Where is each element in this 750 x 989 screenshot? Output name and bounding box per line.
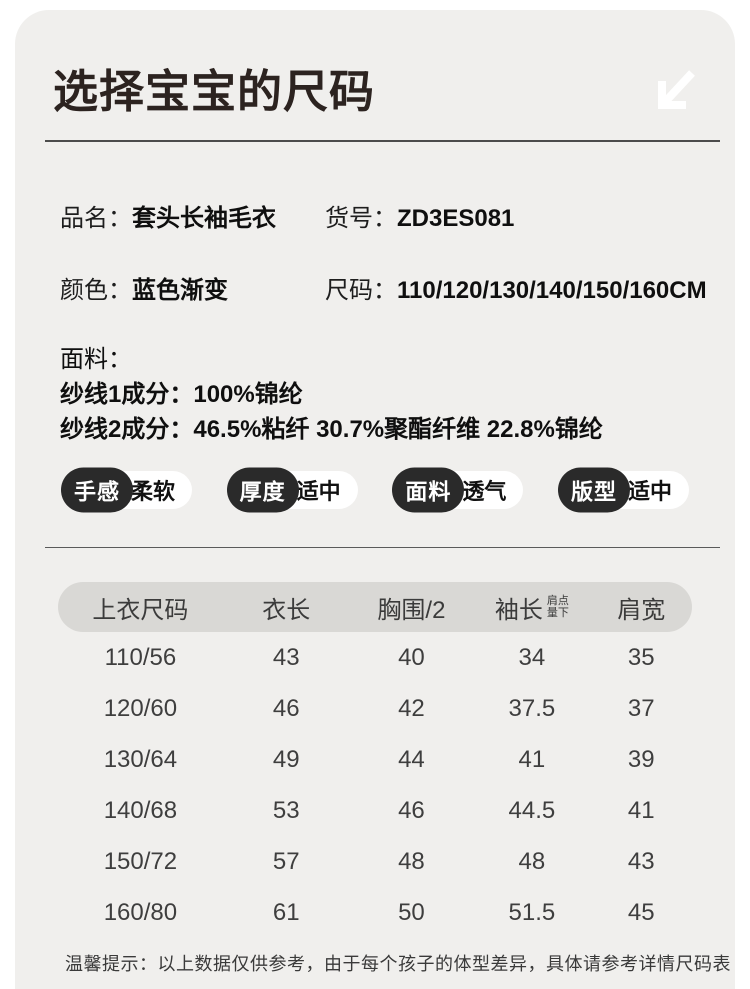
size-table-body: 110/56 43 40 34 35 120/60 46 42 37.5 37 … — [58, 632, 692, 938]
page-title: 选择宝宝的尺码 — [53, 66, 376, 117]
feature-badges: 手感 柔软 厚度 适中 面料 透气 版型 适中 — [61, 467, 689, 513]
product-sku-label: 货号： — [325, 205, 397, 232]
fabric-section: 面料： 纱线1成分：100%锦纶 纱线2成分：46.5%粘纤 30.7%聚酯纤维… — [15, 342, 735, 447]
table-row: 110/56 43 40 34 35 — [58, 632, 692, 683]
sleeve-label: 袖长 — [494, 596, 543, 624]
yarn2-value: 46.5%粘纤 30.7%聚酯纤维 22.8%锦纶 — [193, 416, 603, 443]
cell-size: 160/80 — [103, 898, 178, 926]
col-header-chest: 胸围/2 — [377, 596, 446, 624]
col-header-size: 上衣尺码 — [92, 596, 189, 624]
table-row: 140/68 53 46 44.5 41 — [58, 785, 692, 836]
cell-sleeve: 41 — [518, 745, 546, 773]
cell-length: 61 — [272, 898, 300, 926]
cell-chest: 40 — [398, 643, 425, 671]
cell-chest: 44 — [398, 745, 425, 773]
badge-hand-feel-value: 柔软 — [131, 479, 176, 504]
col-header-sleeve: 袖长 肩点 量下 — [473, 590, 590, 625]
badge-fit-tag: 版型 — [557, 467, 630, 513]
title-divider — [45, 140, 720, 142]
size-guide-card: 选择宝宝的尺码 品名：套头长袖毛衣 货号：ZD3ES081 颜色：蓝色渐变 尺码… — [15, 10, 735, 989]
table-row: 130/64 49 44 41 39 — [58, 734, 692, 785]
cell-shoulder: 37 — [627, 694, 655, 722]
cell-sleeve: 34 — [518, 643, 546, 671]
product-info-row: 品名：套头长袖毛衣 货号：ZD3ES081 — [15, 205, 735, 233]
sleeve-note-line1: 肩点 — [546, 595, 569, 607]
fabric-title: 面料： — [60, 346, 132, 373]
col-header-shoulder: 肩宽 — [617, 596, 666, 624]
fabric-line: 纱线1成分：100%锦纶 — [60, 377, 735, 412]
arrow-down-left-icon — [651, 66, 701, 123]
badge-fabric-value: 透气 — [462, 479, 507, 504]
fabric-line: 纱线2成分：46.5%粘纤 30.7%聚酯纤维 22.8%锦纶 — [60, 412, 735, 447]
cell-chest: 42 — [398, 694, 425, 722]
cell-size: 110/56 — [104, 643, 177, 671]
cell-length: 53 — [272, 796, 300, 824]
cell-sleeve: 37.5 — [508, 694, 556, 722]
footer-note: 温馨提示：以上数据仅供参考，由于每个孩子的体型差异，具体请参考详情尺码表 — [65, 954, 731, 974]
badge-hand-feel-tag: 手感 — [61, 467, 134, 513]
sleeve-measure-note: 肩点 量下 — [547, 595, 569, 619]
cell-chest: 48 — [398, 847, 425, 875]
cell-chest: 50 — [398, 898, 425, 926]
product-color-label: 颜色： — [60, 277, 132, 304]
sleeve-note-line2: 量下 — [546, 607, 569, 619]
badge-fabric: 面料 透气 — [392, 467, 524, 513]
cell-length: 49 — [272, 745, 300, 773]
yarn1-label: 纱线1成分： — [60, 381, 194, 408]
yarn1-value: 100%锦纶 — [193, 381, 303, 408]
product-sizes-label: 尺码： — [325, 277, 397, 304]
badge-thickness: 厚度 适中 — [226, 467, 358, 513]
cell-size: 130/64 — [103, 745, 178, 773]
cell-shoulder: 35 — [627, 643, 655, 671]
cell-size: 140/68 — [103, 796, 178, 824]
col-header-length: 衣长 — [262, 596, 311, 624]
cell-size: 120/60 — [103, 694, 178, 722]
cell-length: 43 — [272, 643, 300, 671]
cell-shoulder: 45 — [627, 898, 655, 926]
badge-thickness-value: 适中 — [296, 479, 341, 504]
product-info-row: 颜色：蓝色渐变 尺码：110/120/130/140/150/160CM — [15, 277, 735, 305]
product-name-value: 套头长袖毛衣 — [132, 205, 276, 232]
cell-size: 150/72 — [103, 847, 178, 875]
cell-sleeve: 48 — [518, 847, 546, 875]
product-name-field: 品名：套头长袖毛衣 — [60, 205, 325, 233]
cell-shoulder: 43 — [627, 847, 655, 875]
yarn2-label: 纱线2成分： — [60, 416, 194, 443]
badge-fit: 版型 适中 — [557, 467, 689, 513]
cell-length: 46 — [272, 694, 300, 722]
product-sku-value: ZD3ES081 — [397, 205, 515, 232]
table-row: 160/80 61 50 51.5 45 — [58, 887, 692, 938]
size-table-header: 上衣尺码 衣长 胸围/2 袖长 肩点 量下 肩宽 — [58, 582, 692, 632]
badge-hand-feel: 手感 柔软 — [61, 467, 193, 513]
badge-fabric-tag: 面料 — [392, 467, 465, 513]
product-name-label: 品名： — [60, 205, 132, 232]
product-color-value: 蓝色渐变 — [132, 277, 228, 304]
cell-sleeve: 51.5 — [508, 898, 556, 926]
card-header: 选择宝宝的尺码 — [15, 10, 735, 123]
cell-sleeve: 44.5 — [508, 796, 556, 824]
table-row: 150/72 57 48 48 43 — [58, 836, 692, 887]
cell-shoulder: 39 — [627, 745, 655, 773]
cell-shoulder: 41 — [627, 796, 655, 824]
product-sku-field: 货号：ZD3ES081 — [325, 205, 514, 233]
badge-fit-value: 适中 — [627, 479, 672, 504]
badge-thickness-tag: 厚度 — [226, 467, 299, 513]
table-divider — [45, 547, 720, 548]
product-sizes-value: 110/120/130/140/150/160CM — [397, 277, 707, 304]
cell-length: 57 — [272, 847, 300, 875]
table-row: 120/60 46 42 37.5 37 — [58, 683, 692, 734]
product-sizes-field: 尺码：110/120/130/140/150/160CM — [325, 277, 707, 305]
product-color-field: 颜色：蓝色渐变 — [60, 277, 325, 305]
cell-chest: 46 — [398, 796, 425, 824]
